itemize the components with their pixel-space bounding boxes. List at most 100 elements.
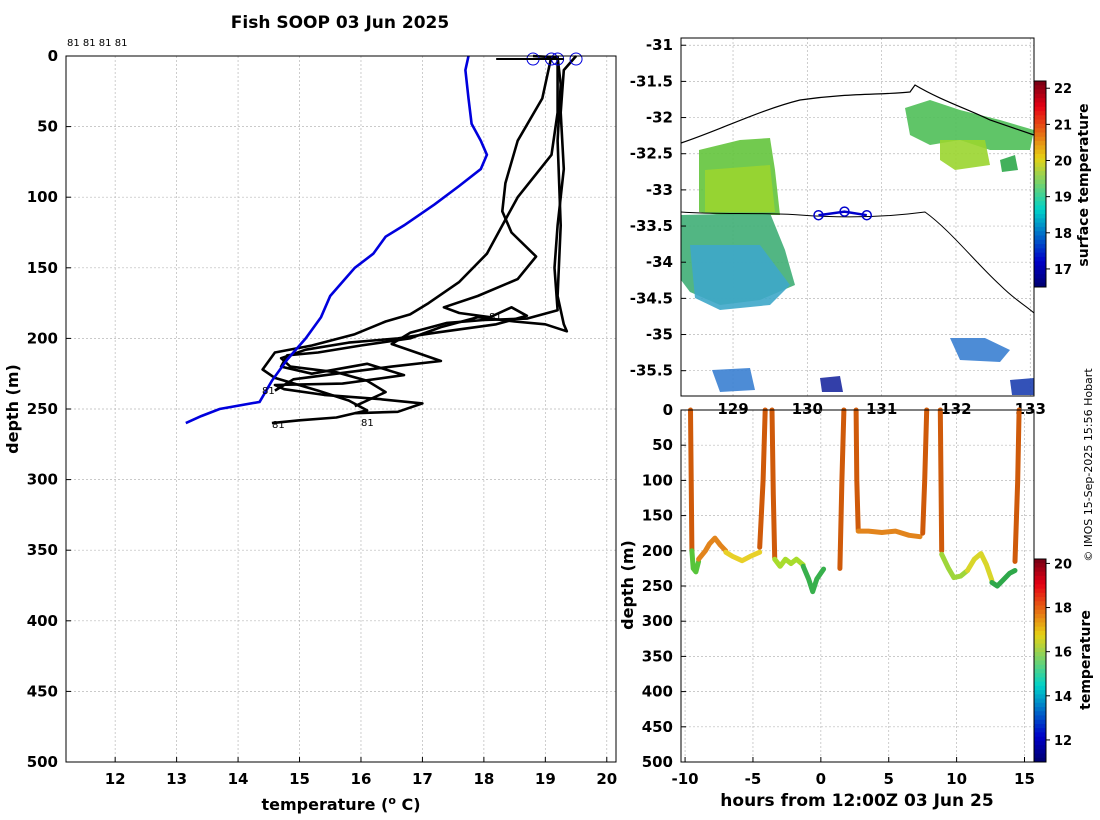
surface-colorbar-swatch [1034,106,1046,112]
dt-y-tick-label: 150 [642,507,673,525]
temperature-colorbar-swatch [1034,571,1046,577]
profiles-axes-box [65,55,617,763]
dt-y-tick-label: 400 [642,683,673,701]
profiles-panel: 12 13 14 15 16 17 18 19 200501001502002503003504… [3,38,617,814]
x-tick-label: 16 [351,770,372,788]
depth-trace-segment [965,551,995,583]
surface-colorbar-swatch [1034,128,1046,133]
x-tick-label: 13 [166,770,187,788]
y-tick-label: 250 [27,400,58,418]
profile-trace [279,55,553,408]
surface-colorbar-swatch [1034,123,1046,129]
surface-colorbar-swatch [1034,158,1046,164]
surface-colorbar-swatch [1034,256,1046,262]
surface-colorbar-label: surface temperature [1076,103,1092,266]
profile-trace [261,56,559,425]
map-x-tick-label: 130 [792,400,823,418]
temperature-colorbar-swatch [1034,677,1046,683]
depth-trace-segment [855,528,923,540]
surface-colorbar-tick-label: 17 [1054,263,1072,278]
surface-colorbar-swatch [1034,201,1046,206]
surface-colorbar-swatch [1034,261,1046,267]
profile-id-label: 81 [489,312,502,323]
temperature-colorbar-swatch [1034,757,1046,763]
dt-y-tick-label: 350 [642,647,673,665]
temperature-colorbar-swatch [1034,673,1046,678]
y-tick-label: 50 [37,118,58,136]
temperature-colorbar-tick-label: 20 [1054,557,1072,572]
depth-trace-segment [723,549,763,564]
surface-colorbar-swatch [1034,226,1046,232]
temperature-colorbar-tick-label: 16 [1054,646,1072,661]
profile-start-marker [569,52,583,66]
x-tick-label: 15 [289,770,310,788]
y-tick-label: 150 [27,259,58,277]
map-y-tick-label: -34.5 [630,289,673,307]
map-x-tick-label: 132 [940,400,971,418]
surface-colorbar-swatch [1034,269,1046,275]
x-tick-label: 12 [105,770,126,788]
temperature-colorbar-swatch [1034,702,1046,708]
surface-colorbar-tick-label: 21 [1054,118,1072,133]
y-tick-label: 200 [27,329,58,347]
dt-y-tick-label: 250 [642,577,673,595]
profile-id-label: 81 [361,418,374,429]
dt-y-tick-label: 0 [663,401,673,419]
surface-colorbar-swatch [1034,141,1046,146]
sst-patch [905,100,1034,150]
surface-colorbar-swatch [1034,145,1046,151]
surface-colorbar-swatch [1034,153,1046,159]
sst-patches [681,100,1034,395]
temperature-colorbar-swatch [1034,660,1046,666]
temperature-colorbar-swatch [1034,609,1046,615]
surface-colorbar-swatch [1034,188,1046,194]
surface-colorbar-swatch [1034,179,1046,185]
surface-colorbar-tick-label: 22 [1054,82,1072,97]
temperature-colorbar-swatch [1034,745,1046,750]
surface-colorbar-tick-label: 19 [1054,191,1072,206]
depth-trace-segment [937,407,945,554]
temperature-colorbar-swatch [1034,635,1046,640]
profile-trace [274,55,578,392]
depth-trace-segment [939,551,970,581]
temperature-colorbar-swatch [1034,681,1046,687]
map-y-tick-label: -34 [646,253,673,271]
y-tick-label: 450 [27,682,58,700]
surface-colorbar-swatch [1034,248,1046,254]
surface-colorbar-swatch [1034,274,1046,279]
surface-colorbar-swatch [1034,166,1046,172]
y-tick-label: 500 [27,753,58,771]
x-tick-label: 20 [596,770,617,788]
surface-colorbar-swatch [1034,102,1046,108]
dt-x-tick-label: 5 [884,770,894,788]
surface-colorbar-frame [1033,80,1047,288]
depth-trace-segment [920,407,930,536]
surface-colorbar-swatch [1034,115,1046,121]
y-tick-label: 0 [48,47,58,65]
sst-patch [1000,155,1018,172]
surface-colorbar-swatch [1034,282,1046,288]
sst-patch [690,245,790,310]
track-point [813,209,824,221]
surface-map-panel: -31 -31.5 -32 -32.5 -33 -33.5 -34 -34.5 -35 -35.5… [630,36,1092,418]
surface-colorbar-swatch [1034,239,1046,245]
temperature-colorbar-swatch [1034,647,1046,653]
temperature-colorbar-swatch [1034,740,1046,746]
dt-y-tick-label: 50 [652,436,673,454]
surface-colorbar-swatch [1034,98,1046,103]
temperature-colorbar-swatch [1034,656,1046,661]
map-y-tick-label: -35 [646,326,673,344]
surface-colorbar-swatch [1034,214,1046,219]
temperature-colorbar-swatch [1034,715,1046,721]
y-tick-label: 350 [27,541,58,559]
map-x-tick-label: 129 [717,400,748,418]
dt-x-tick-label: 10 [946,770,967,788]
temperature-colorbar-swatch [1034,630,1046,636]
dt-x-tick-label: -5 [745,770,762,788]
sst-patch [1010,378,1034,395]
depth-trace-segment [757,407,768,550]
temperature-colorbar-swatch [1034,690,1046,695]
climatology-line [185,55,489,425]
sst-patch [820,376,843,392]
surface-colorbar-swatch [1034,132,1046,138]
